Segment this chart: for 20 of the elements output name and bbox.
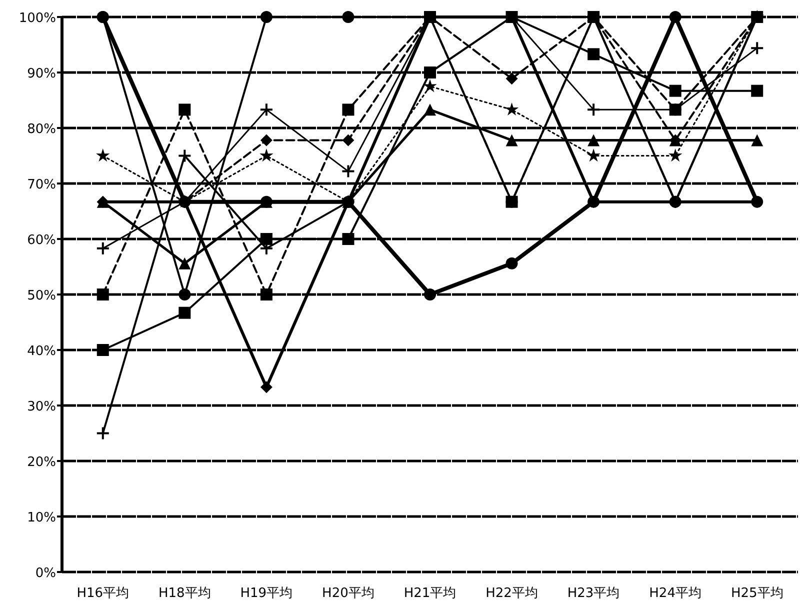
y-tick-label: 40% bbox=[27, 344, 56, 359]
x-tick-label: H18平均 bbox=[158, 586, 211, 601]
x-tick-label: H16平均 bbox=[76, 586, 130, 601]
x-tick-label: H24平均 bbox=[649, 586, 702, 601]
y-tick-label: 80% bbox=[27, 122, 56, 137]
x-tick-label: H25平均 bbox=[730, 586, 784, 601]
y-tick-label: 50% bbox=[27, 288, 56, 304]
y-tick-label: 100% bbox=[18, 11, 56, 26]
x-tick-label: H23平均 bbox=[567, 586, 620, 601]
x-tick-label: H20平均 bbox=[322, 586, 374, 601]
y-tick-label: 60% bbox=[27, 233, 56, 248]
y-tick-label: 30% bbox=[27, 400, 56, 414]
x-tick-label: H21平均 bbox=[404, 586, 456, 601]
y-tick-label: 20% bbox=[27, 455, 56, 470]
y-tick-label: 0% bbox=[35, 566, 56, 581]
x-tick-label: H22平均 bbox=[486, 586, 538, 601]
y-tick-label: 70% bbox=[27, 178, 56, 192]
x-tick-label: H19平均 bbox=[240, 586, 293, 601]
y-tick-label: 90% bbox=[27, 66, 56, 82]
y-tick-label: 10% bbox=[27, 510, 56, 526]
